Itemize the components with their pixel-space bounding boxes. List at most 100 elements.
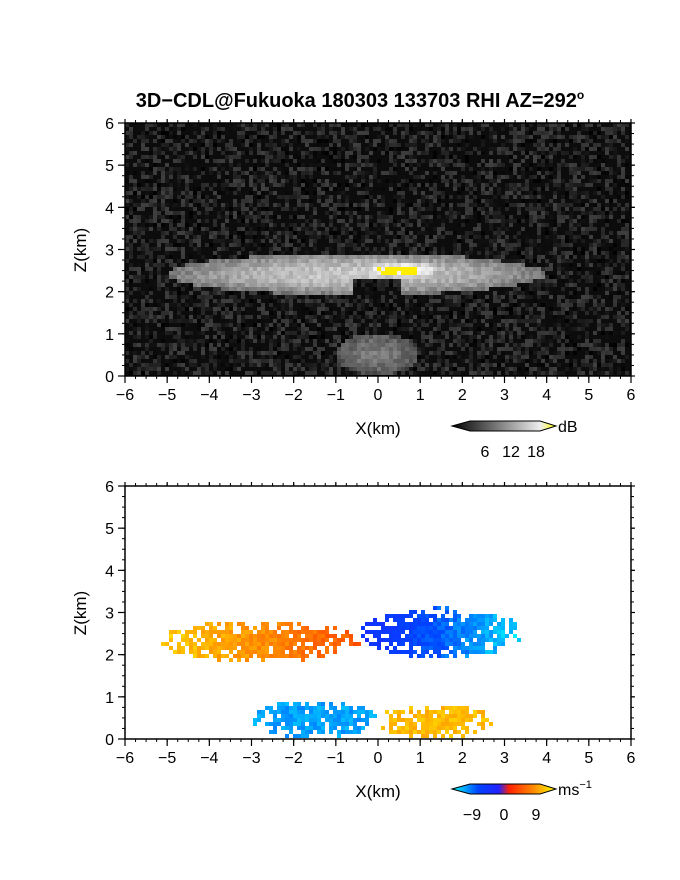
reflectivity-cell <box>241 219 245 223</box>
reflectivity-cell <box>401 315 405 319</box>
reflectivity-cell <box>137 207 141 211</box>
reflectivity-cell <box>489 187 493 191</box>
reflectivity-cell <box>385 263 389 267</box>
reflectivity-cell <box>137 271 141 275</box>
reflectivity-cell <box>281 319 285 323</box>
reflectivity-cell <box>385 223 389 227</box>
reflectivity-cell <box>173 235 177 239</box>
reflectivity-cell <box>361 299 365 303</box>
reflectivity-cell <box>349 211 353 215</box>
reflectivity-cell <box>217 355 221 359</box>
reflectivity-cell <box>313 287 317 291</box>
reflectivity-cell <box>333 275 337 279</box>
reflectivity-cell <box>301 271 305 275</box>
reflectivity-cell <box>393 279 397 283</box>
reflectivity-cell <box>545 287 549 291</box>
reflectivity-cell <box>289 267 293 271</box>
reflectivity-cell <box>173 263 177 267</box>
reflectivity-cell <box>165 307 169 311</box>
reflectivity-cell <box>253 163 257 167</box>
reflectivity-cell <box>149 195 153 199</box>
reflectivity-cell <box>461 299 465 303</box>
reflectivity-cell <box>145 227 149 231</box>
reflectivity-cell <box>153 315 157 319</box>
reflectivity-cell <box>201 155 205 159</box>
reflectivity-cell <box>465 231 469 235</box>
reflectivity-cell <box>433 143 437 147</box>
reflectivity-cell <box>189 191 193 195</box>
reflectivity-cell <box>549 339 553 343</box>
reflectivity-cell <box>477 223 481 227</box>
reflectivity-cell <box>365 199 369 203</box>
reflectivity-cell <box>477 295 481 299</box>
reflectivity-cell <box>213 143 217 147</box>
reflectivity-cell <box>481 175 485 179</box>
reflectivity-cell <box>485 239 489 243</box>
reflectivity-cell <box>301 215 305 219</box>
reflectivity-cell <box>193 235 197 239</box>
reflectivity-cell <box>293 123 297 127</box>
reflectivity-cell <box>289 311 293 315</box>
reflectivity-cell <box>329 155 333 159</box>
reflectivity-cell <box>401 251 405 255</box>
reflectivity-cell <box>289 131 293 135</box>
reflectivity-cell <box>445 303 449 307</box>
reflectivity-cell <box>277 195 281 199</box>
reflectivity-cell <box>189 203 193 207</box>
reflectivity-cell <box>465 267 469 271</box>
reflectivity-cell <box>337 163 341 167</box>
reflectivity-cell <box>481 211 485 215</box>
reflectivity-cell <box>357 131 361 135</box>
reflectivity-cell <box>445 175 449 179</box>
reflectivity-cell <box>421 159 425 163</box>
reflectivity-cell <box>381 235 385 239</box>
reflectivity-cell <box>153 191 157 195</box>
reflectivity-cell <box>569 227 573 231</box>
reflectivity-cell <box>581 207 585 211</box>
reflectivity-cell <box>249 183 253 187</box>
reflectivity-cell <box>465 159 469 163</box>
reflectivity-cell <box>341 255 345 259</box>
reflectivity-cell <box>557 339 561 343</box>
reflectivity-cell <box>449 175 453 179</box>
reflectivity-cell <box>469 267 473 271</box>
reflectivity-cell <box>329 231 333 235</box>
reflectivity-cell <box>377 287 381 291</box>
reflectivity-cell <box>237 191 241 195</box>
reflectivity-cell <box>253 235 257 239</box>
reflectivity-cell <box>157 203 161 207</box>
reflectivity-cell <box>477 303 481 307</box>
reflectivity-cell <box>521 295 525 299</box>
reflectivity-cell <box>533 259 537 263</box>
reflectivity-cell <box>497 243 501 247</box>
reflectivity-cell <box>537 227 541 231</box>
reflectivity-cell <box>149 131 153 135</box>
reflectivity-cell <box>481 239 485 243</box>
reflectivity-cell <box>285 355 289 359</box>
reflectivity-cell <box>533 287 537 291</box>
reflectivity-cell <box>329 183 333 187</box>
reflectivity-cell <box>581 135 585 139</box>
reflectivity-cell <box>461 223 465 227</box>
reflectivity-cell <box>473 147 477 151</box>
reflectivity-cell <box>417 191 421 195</box>
reflectivity-cell <box>317 271 321 275</box>
reflectivity-cell <box>365 159 369 163</box>
reflectivity-cell <box>385 255 389 259</box>
reflectivity-cell <box>473 283 477 287</box>
reflectivity-cell <box>201 351 205 355</box>
reflectivity-cell <box>529 131 533 135</box>
reflectivity-cell <box>217 267 221 271</box>
reflectivity-cell <box>325 135 329 139</box>
reflectivity-cell <box>185 271 189 275</box>
reflectivity-cell <box>393 339 397 343</box>
reflectivity-cell <box>413 319 417 323</box>
reflectivity-cell <box>325 255 329 259</box>
reflectivity-cell <box>545 339 549 343</box>
reflectivity-cell <box>373 251 377 255</box>
reflectivity-cell <box>345 295 349 299</box>
reflectivity-cell <box>393 319 397 323</box>
reflectivity-cell <box>313 275 317 279</box>
reflectivity-cell <box>165 131 169 135</box>
reflectivity-cell <box>285 235 289 239</box>
